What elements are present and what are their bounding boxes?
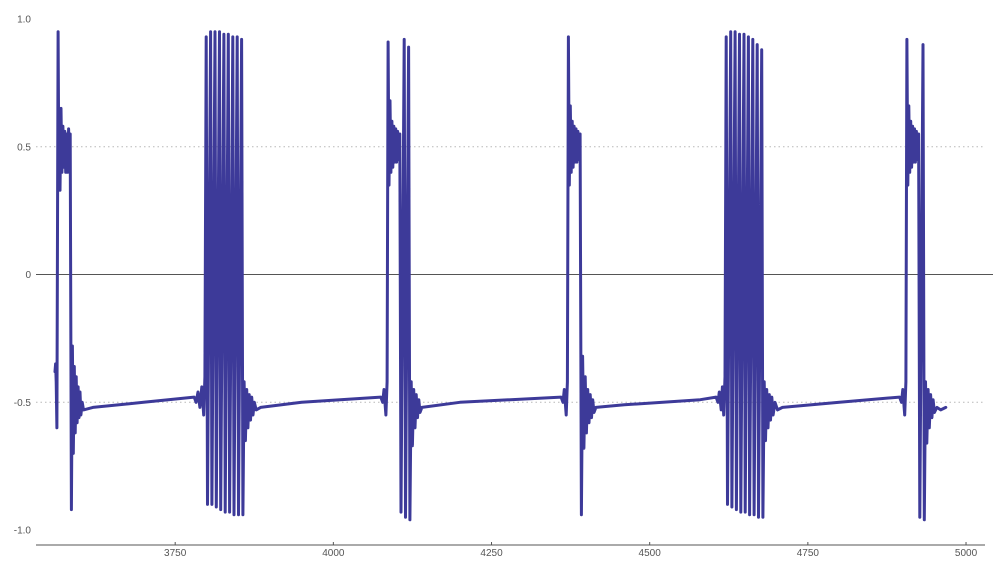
- tick-labels: 3750 4000 4250 4500 4750 5000 -1.0 -0.5 0 0.5 1.0: [14, 15, 978, 560]
- series-line: [53, 30, 948, 522]
- y-tick-label: -0.5: [14, 398, 32, 409]
- y-tick-label: 0.5: [17, 142, 31, 153]
- x-tick-label: 4750: [797, 548, 820, 559]
- axes: [36, 274, 993, 546]
- y-tick-label: 0: [25, 270, 31, 281]
- x-tick-label: 4250: [480, 548, 503, 559]
- x-tick-label: 5000: [955, 548, 978, 559]
- y-tick-label: -1.0: [14, 526, 32, 537]
- x-tick-label: 4000: [322, 548, 345, 559]
- x-tick-label: 4500: [639, 548, 662, 559]
- x-tick-label: 3750: [164, 548, 187, 559]
- y-tick-label: 1.0: [17, 15, 31, 26]
- series-layer: [53, 30, 948, 522]
- gridlines: [36, 146, 985, 403]
